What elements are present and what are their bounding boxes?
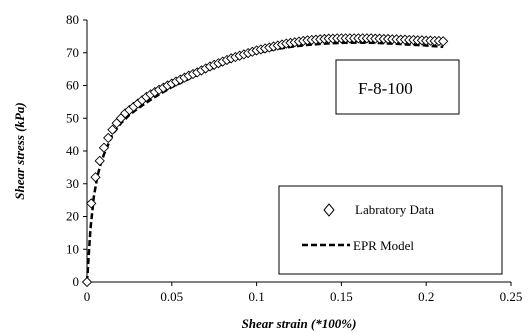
x-tick-label: 0.25 xyxy=(500,289,523,304)
x-ticks: 0 0.05 0.1 0.15 0.2 0.25 xyxy=(84,282,523,304)
legend-frame xyxy=(278,185,503,275)
legend-label-lab: Labratory Data xyxy=(355,202,434,217)
y-tick-label: 0 xyxy=(73,274,80,289)
lab-data-point xyxy=(107,124,118,135)
lab-data-point xyxy=(86,198,97,209)
x-axis-title: Shear strain (*100%) xyxy=(242,316,357,331)
y-tick-label: 60 xyxy=(66,78,79,93)
plot-area: 0 10 20 30 40 50 60 70 80 0 0.05 0.1 0.15 0.2 0.25 xyxy=(66,12,522,304)
x-tick-label: 0.2 xyxy=(418,289,434,304)
lab-data-points xyxy=(81,33,449,288)
x-tick-label: 0 xyxy=(84,289,91,304)
y-tick-label: 70 xyxy=(66,45,79,60)
y-tick-label: 80 xyxy=(66,12,79,27)
lab-data-point xyxy=(94,155,105,166)
lab-data-point xyxy=(98,142,110,153)
y-ticks: 0 10 20 30 40 50 60 70 80 xyxy=(66,12,87,289)
annotation-label: F-8-100 xyxy=(358,79,413,98)
legend-diamond-marker xyxy=(323,203,335,217)
legend: Labratory Data EPR Model xyxy=(278,185,503,275)
y-tick-label: 40 xyxy=(66,143,79,158)
x-tick-label: 0.05 xyxy=(160,289,183,304)
y-axis-title: Shear stress (kPa) xyxy=(12,102,27,200)
y-tick-label: 30 xyxy=(66,176,79,191)
legend-label-model: EPR Model xyxy=(353,238,414,253)
annotation-frame xyxy=(335,59,460,115)
y-tick-label: 20 xyxy=(66,209,79,224)
x-tick-label: 0.15 xyxy=(330,289,353,304)
lab-data-point xyxy=(103,132,114,144)
x-tick-label: 0.1 xyxy=(248,289,264,304)
y-tick-label: 10 xyxy=(66,241,79,256)
lab-data-point xyxy=(90,172,101,183)
annotation-box: F-8-100 xyxy=(335,59,460,115)
lab-data-point xyxy=(438,36,449,47)
y-tick-label: 50 xyxy=(66,110,79,125)
lab-data-point xyxy=(81,276,93,288)
